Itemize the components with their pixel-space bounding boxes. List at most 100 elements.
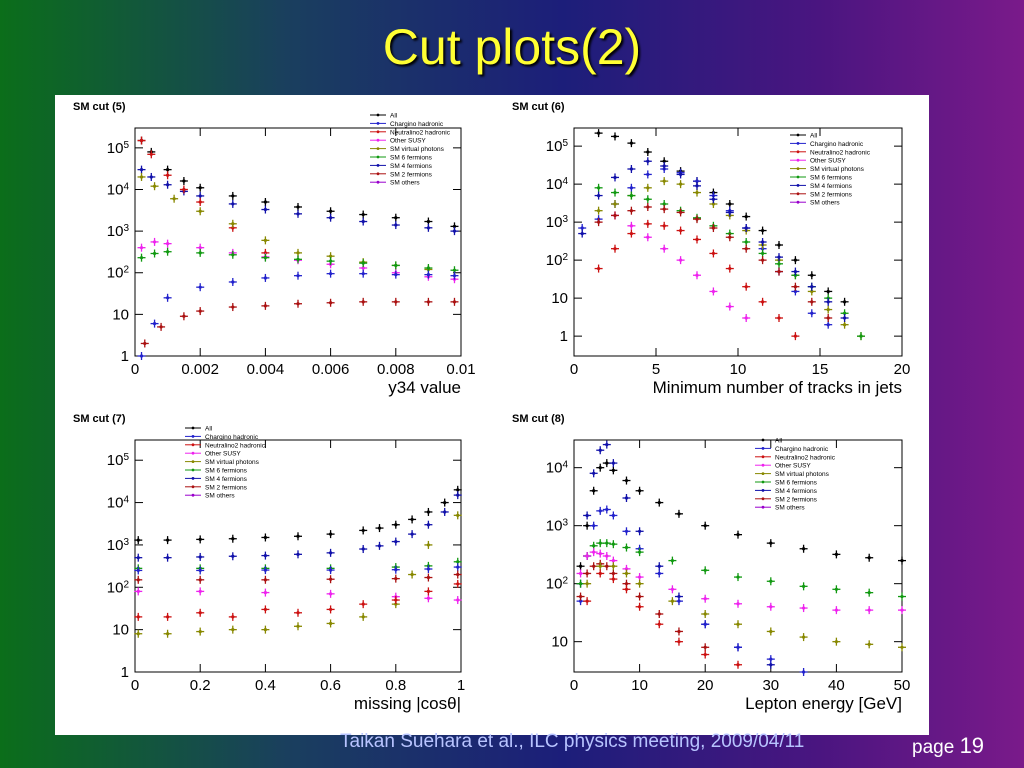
data-point <box>802 547 806 551</box>
legend-entry: SM others <box>810 200 840 207</box>
data-point <box>646 159 650 163</box>
data-point <box>263 207 267 212</box>
data-point <box>598 571 602 576</box>
data-point <box>377 544 382 548</box>
data-point <box>166 183 170 187</box>
data-point <box>585 599 589 603</box>
legend-marker <box>796 142 800 145</box>
data-point <box>198 537 202 542</box>
data-point <box>231 226 235 230</box>
data-point <box>231 554 235 558</box>
data-point <box>198 251 202 255</box>
data-point <box>456 493 460 497</box>
data-point <box>166 615 170 619</box>
data-point <box>452 300 457 304</box>
data-point <box>810 300 814 304</box>
data-point <box>198 555 202 559</box>
data-point <box>143 341 147 346</box>
data-point <box>638 582 642 586</box>
data-point <box>638 489 642 493</box>
data-point <box>834 640 839 644</box>
legend-marker <box>761 505 765 509</box>
data-point <box>426 300 430 304</box>
legend-entry: SM 6 fermions <box>205 468 248 475</box>
data-point <box>426 219 430 224</box>
data-point <box>166 632 170 636</box>
data-point <box>597 193 601 198</box>
data-point <box>624 529 629 533</box>
x-tick-label: 0.006 <box>312 361 350 378</box>
legend-marker <box>191 493 195 497</box>
data-point <box>629 193 634 198</box>
data-point <box>166 173 170 177</box>
data-point <box>679 228 683 233</box>
data-point <box>646 197 650 201</box>
data-point <box>263 553 267 558</box>
legend-marker <box>761 472 765 475</box>
data-point <box>826 300 830 304</box>
data-point <box>629 224 634 228</box>
data-point <box>695 237 699 242</box>
x-tick-label: 0.01 <box>446 361 475 378</box>
series-sm-2-fermions <box>576 559 710 652</box>
x-tick-label: 30 <box>762 677 779 694</box>
data-point <box>443 510 447 514</box>
data-point <box>867 591 871 595</box>
data-point <box>843 316 847 320</box>
data-point <box>646 222 650 226</box>
data-point <box>900 608 904 612</box>
data-point <box>793 289 798 294</box>
y-tick-label: 103 <box>107 223 130 241</box>
legend-marker <box>761 463 765 467</box>
data-point <box>624 545 629 550</box>
data-point <box>152 240 157 244</box>
data-point <box>426 266 430 270</box>
data-point <box>736 645 740 649</box>
data-point <box>136 615 140 619</box>
data-point <box>867 642 871 646</box>
data-point <box>638 594 642 599</box>
data-point <box>646 150 650 154</box>
data-point <box>231 615 235 619</box>
data-point <box>296 257 300 261</box>
data-point <box>646 235 650 239</box>
data-point <box>443 500 447 505</box>
legend-entry: All <box>775 438 783 445</box>
data-point <box>152 251 157 256</box>
data-point <box>598 541 602 545</box>
x-tick-label: 10 <box>631 677 648 694</box>
y-tick-label: 10 <box>551 290 568 307</box>
series-sm-2-fermions <box>134 570 462 584</box>
series-chargino-hadronic <box>578 165 833 329</box>
data-point <box>597 209 601 213</box>
data-point <box>452 268 457 272</box>
data-point <box>585 524 589 528</box>
data-point <box>736 575 740 579</box>
data-point <box>624 567 629 571</box>
plot-frame <box>134 439 462 673</box>
data-point <box>329 301 333 305</box>
y-tick-label: 103 <box>546 214 569 232</box>
data-point <box>744 240 748 244</box>
x-tick-label: 40 <box>828 677 845 694</box>
data-point <box>598 448 602 452</box>
slide-title: Cut plots(2) <box>382 19 642 75</box>
data-point <box>166 296 170 300</box>
data-point <box>624 478 629 483</box>
data-point <box>662 207 666 211</box>
data-point <box>410 532 414 536</box>
data-point <box>613 213 617 218</box>
x-tick-label: 5 <box>652 361 660 378</box>
data-point <box>592 544 596 548</box>
y-tick-label: 105 <box>107 452 130 470</box>
legend-entry: SM others <box>390 180 420 187</box>
data-point <box>377 526 382 530</box>
data-point <box>670 558 675 563</box>
data-point <box>139 354 144 358</box>
data-point <box>598 564 602 568</box>
data-point <box>810 273 814 277</box>
data-point <box>198 246 202 250</box>
x-axis-label: missing |cosθ| <box>354 694 461 713</box>
chart-title: SM cut (5) <box>73 101 126 113</box>
data-point <box>769 605 773 609</box>
